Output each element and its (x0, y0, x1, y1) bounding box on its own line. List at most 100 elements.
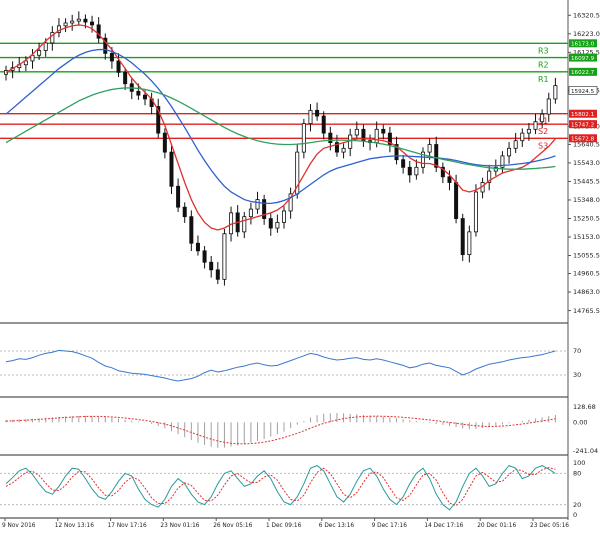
stoch-k-line (5, 465, 556, 511)
level-tag-S2 (569, 120, 597, 129)
candle-body (248, 208, 253, 218)
level-tag-R3 (569, 39, 597, 48)
level-name-S2: S2 (538, 127, 548, 136)
x-tick-label: 6 Dec 13:16 (319, 523, 355, 529)
candle-body (195, 242, 200, 252)
stoch-tick-label: 80 (573, 470, 581, 478)
candle-body (546, 98, 551, 115)
candle-body (189, 216, 194, 244)
candle-body (56, 25, 61, 33)
ma-line-ma-fast (5, 24, 556, 231)
stoch-tick-label: 20 (573, 501, 581, 509)
candle-body (394, 144, 399, 161)
candle-body (414, 166, 419, 176)
candle-body (123, 71, 128, 85)
candle-body (156, 106, 161, 134)
level-value-R2: 16097.9 (571, 56, 595, 62)
candle-body (454, 182, 459, 219)
candle-body (255, 199, 260, 210)
x-tick-label: 9 Dec 17:16 (372, 523, 408, 529)
candle-body (507, 147, 512, 157)
candle-body (526, 128, 531, 134)
candle-body (209, 261, 214, 271)
stoch-d-line (5, 467, 556, 507)
level-value-S2: 15747.2 (571, 123, 594, 129)
ma-line-ma-slow (5, 87, 556, 170)
candle-body (30, 54, 35, 62)
candle-body (387, 132, 392, 145)
candle-body (43, 42, 48, 51)
level-value-S3: 15672.8 (571, 137, 595, 143)
candle-body (427, 144, 432, 153)
candle-body (321, 115, 326, 134)
x-tick-label: 1 Dec 09:16 (266, 523, 302, 529)
candle-body (275, 221, 280, 229)
level-tag-S3 (569, 134, 597, 143)
candle-body (374, 128, 379, 144)
candle-body (513, 140, 518, 149)
candle-body (434, 144, 439, 168)
candle-body (288, 193, 293, 212)
candle-body (354, 128, 359, 136)
candle-body (533, 121, 538, 130)
candle-body (4, 70, 9, 75)
candle-body (76, 18, 81, 22)
candle-body (162, 132, 167, 153)
y-tick-label: 14960.5 (573, 270, 600, 278)
candle-body (301, 123, 306, 153)
candle-body (23, 60, 28, 66)
rsi-line (5, 349, 556, 382)
candle-body (222, 233, 227, 280)
candle-body (520, 132, 525, 142)
level-tag-R2 (569, 53, 597, 62)
x-tick-label: 23 Dec 05:16 (530, 523, 569, 529)
candle-body (315, 109, 320, 117)
candle-body (473, 191, 478, 233)
candle-body (540, 113, 545, 123)
level-name-R3: R3 (538, 46, 549, 55)
y-tick-label: 16223.0 (573, 30, 600, 38)
y-tick-label: 15055.5 (573, 252, 600, 260)
candle-body (262, 199, 267, 219)
level-name-R1: R1 (538, 75, 549, 84)
candle-body (500, 155, 505, 168)
candle-body (215, 269, 220, 280)
y-tick-label: 15445.5 (573, 178, 600, 186)
macd-tick-label: -241.04 (573, 447, 598, 455)
candle-body (63, 22, 68, 27)
candle-body (37, 50, 42, 56)
y-tick-label: 15640.5 (573, 141, 600, 149)
x-tick-label: 20 Dec 01:16 (477, 523, 516, 529)
candle-body (281, 210, 286, 223)
rsi-tick-label: 70 (573, 347, 581, 355)
candle-body (407, 166, 412, 176)
candle-body (381, 128, 386, 134)
y-tick-label: 14863.0 (573, 288, 600, 296)
candle-body (334, 142, 339, 153)
candle-body (50, 32, 55, 44)
candle-body (440, 166, 445, 178)
x-tick-label: 12 Nov 13:16 (55, 523, 94, 529)
level-value-S1: 15802.1 (571, 112, 595, 118)
candle-body (83, 18, 88, 23)
macd-tick-label: 0.00 (573, 419, 587, 427)
candle-body (401, 159, 406, 168)
ma-line-ma-medium (5, 48, 556, 205)
candle-body (136, 90, 141, 96)
candle-body (176, 185, 181, 208)
macd-tick-label: 128.68 (573, 403, 596, 411)
last-price-tag (568, 86, 598, 95)
candle-body (553, 85, 558, 100)
y-tick-label: 15153.0 (573, 233, 600, 241)
level-tag-R1 (569, 67, 597, 76)
last-price-label: 15924.5 (571, 89, 595, 95)
macd-signal-line (5, 415, 556, 445)
candle-body (487, 170, 492, 183)
y-tick-label: 15543.0 (573, 159, 600, 167)
candle-body (116, 60, 121, 73)
candle-body (467, 231, 472, 256)
candle-body (103, 37, 108, 54)
y-tick-label: 16125.5 (573, 49, 600, 57)
candle-body (328, 132, 333, 144)
rsi-tick-label: 30 (573, 371, 581, 379)
